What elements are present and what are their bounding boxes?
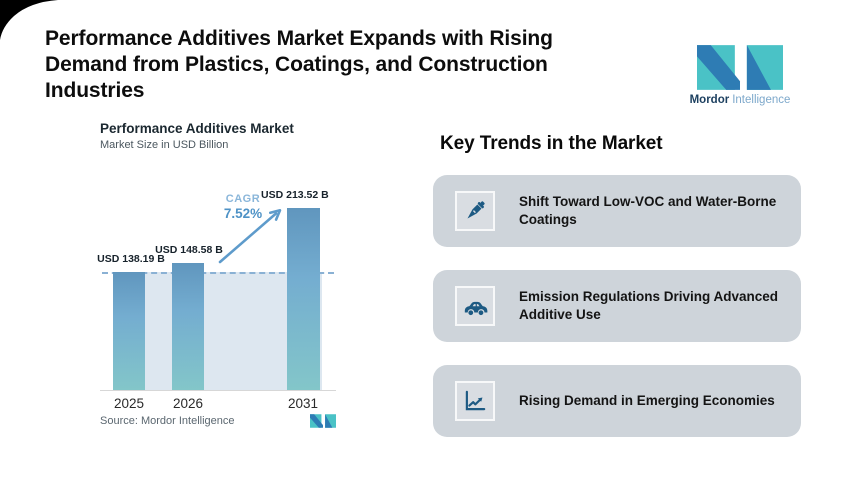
chart-subtitle: Market Size in USD Billion <box>100 139 229 151</box>
bar-value-label: USD 138.19 B <box>97 253 165 265</box>
trend-cards: Shift Toward Low-VOC and Water-Borne Coa… <box>433 175 801 437</box>
trend-text: Shift Toward Low-VOC and Water-Borne Coa… <box>519 193 777 227</box>
bar-2026 <box>172 263 204 390</box>
year-label: 2031 <box>287 396 319 411</box>
year-label: 2026 <box>172 396 204 411</box>
brand-logo: Mordor Intelligence <box>680 45 800 106</box>
logo-mark-icon <box>697 45 783 90</box>
bar-2031 <box>287 207 320 390</box>
trend-text: Rising Demand in Emerging Economies <box>519 392 775 408</box>
source-logo-icon <box>310 414 336 428</box>
year-label: 2025 <box>113 396 145 411</box>
brand-name-bold: Mordor <box>689 94 730 106</box>
reference-dashline <box>102 272 334 274</box>
trends-heading: Key Trends in the Market <box>440 133 663 154</box>
cagr-value: 7.52% <box>223 206 263 221</box>
bar-value-label: USD 213.52 B <box>261 188 329 201</box>
source-note: Source: Mordor Intelligence <box>100 415 235 427</box>
chart-title: Performance Additives Market <box>100 121 294 136</box>
brand-name: Mordor Intelligence <box>690 94 791 106</box>
source-row: Source: Mordor Intelligence <box>100 414 336 428</box>
car-icon <box>464 301 488 316</box>
line-chart-icon <box>465 390 486 411</box>
brand-name-light: Intelligence <box>732 94 791 106</box>
chart-header: Performance Additives Market Market Size… <box>100 121 294 151</box>
x-axis-line <box>100 390 336 391</box>
cagr-label: CAGR <box>225 193 261 205</box>
trend-icon-box <box>455 381 495 421</box>
trend-icon-box <box>455 191 495 231</box>
bar-value-label: USD 148.58 B <box>155 244 223 257</box>
trend-icon-box <box>455 286 495 326</box>
eyedropper-icon <box>467 201 485 219</box>
trend-text: Emission Regulations Driving Advanced Ad… <box>519 288 779 322</box>
trend-card: Rising Demand in Emerging Economies <box>433 365 801 437</box>
trend-card: Emission Regulations Driving Advanced Ad… <box>433 270 801 342</box>
trend-card: Shift Toward Low-VOC and Water-Borne Coa… <box>433 175 801 247</box>
cagr-annotation: CAGR 7.52% <box>212 193 274 221</box>
page-title: Performance Additives Market Expands wit… <box>45 27 553 103</box>
bar-2025 <box>113 272 145 390</box>
corner-decoration-icon <box>0 0 58 40</box>
chart-plot: USD 138.19 B USD 148.58 B USD 213.52 B C… <box>97 180 336 411</box>
